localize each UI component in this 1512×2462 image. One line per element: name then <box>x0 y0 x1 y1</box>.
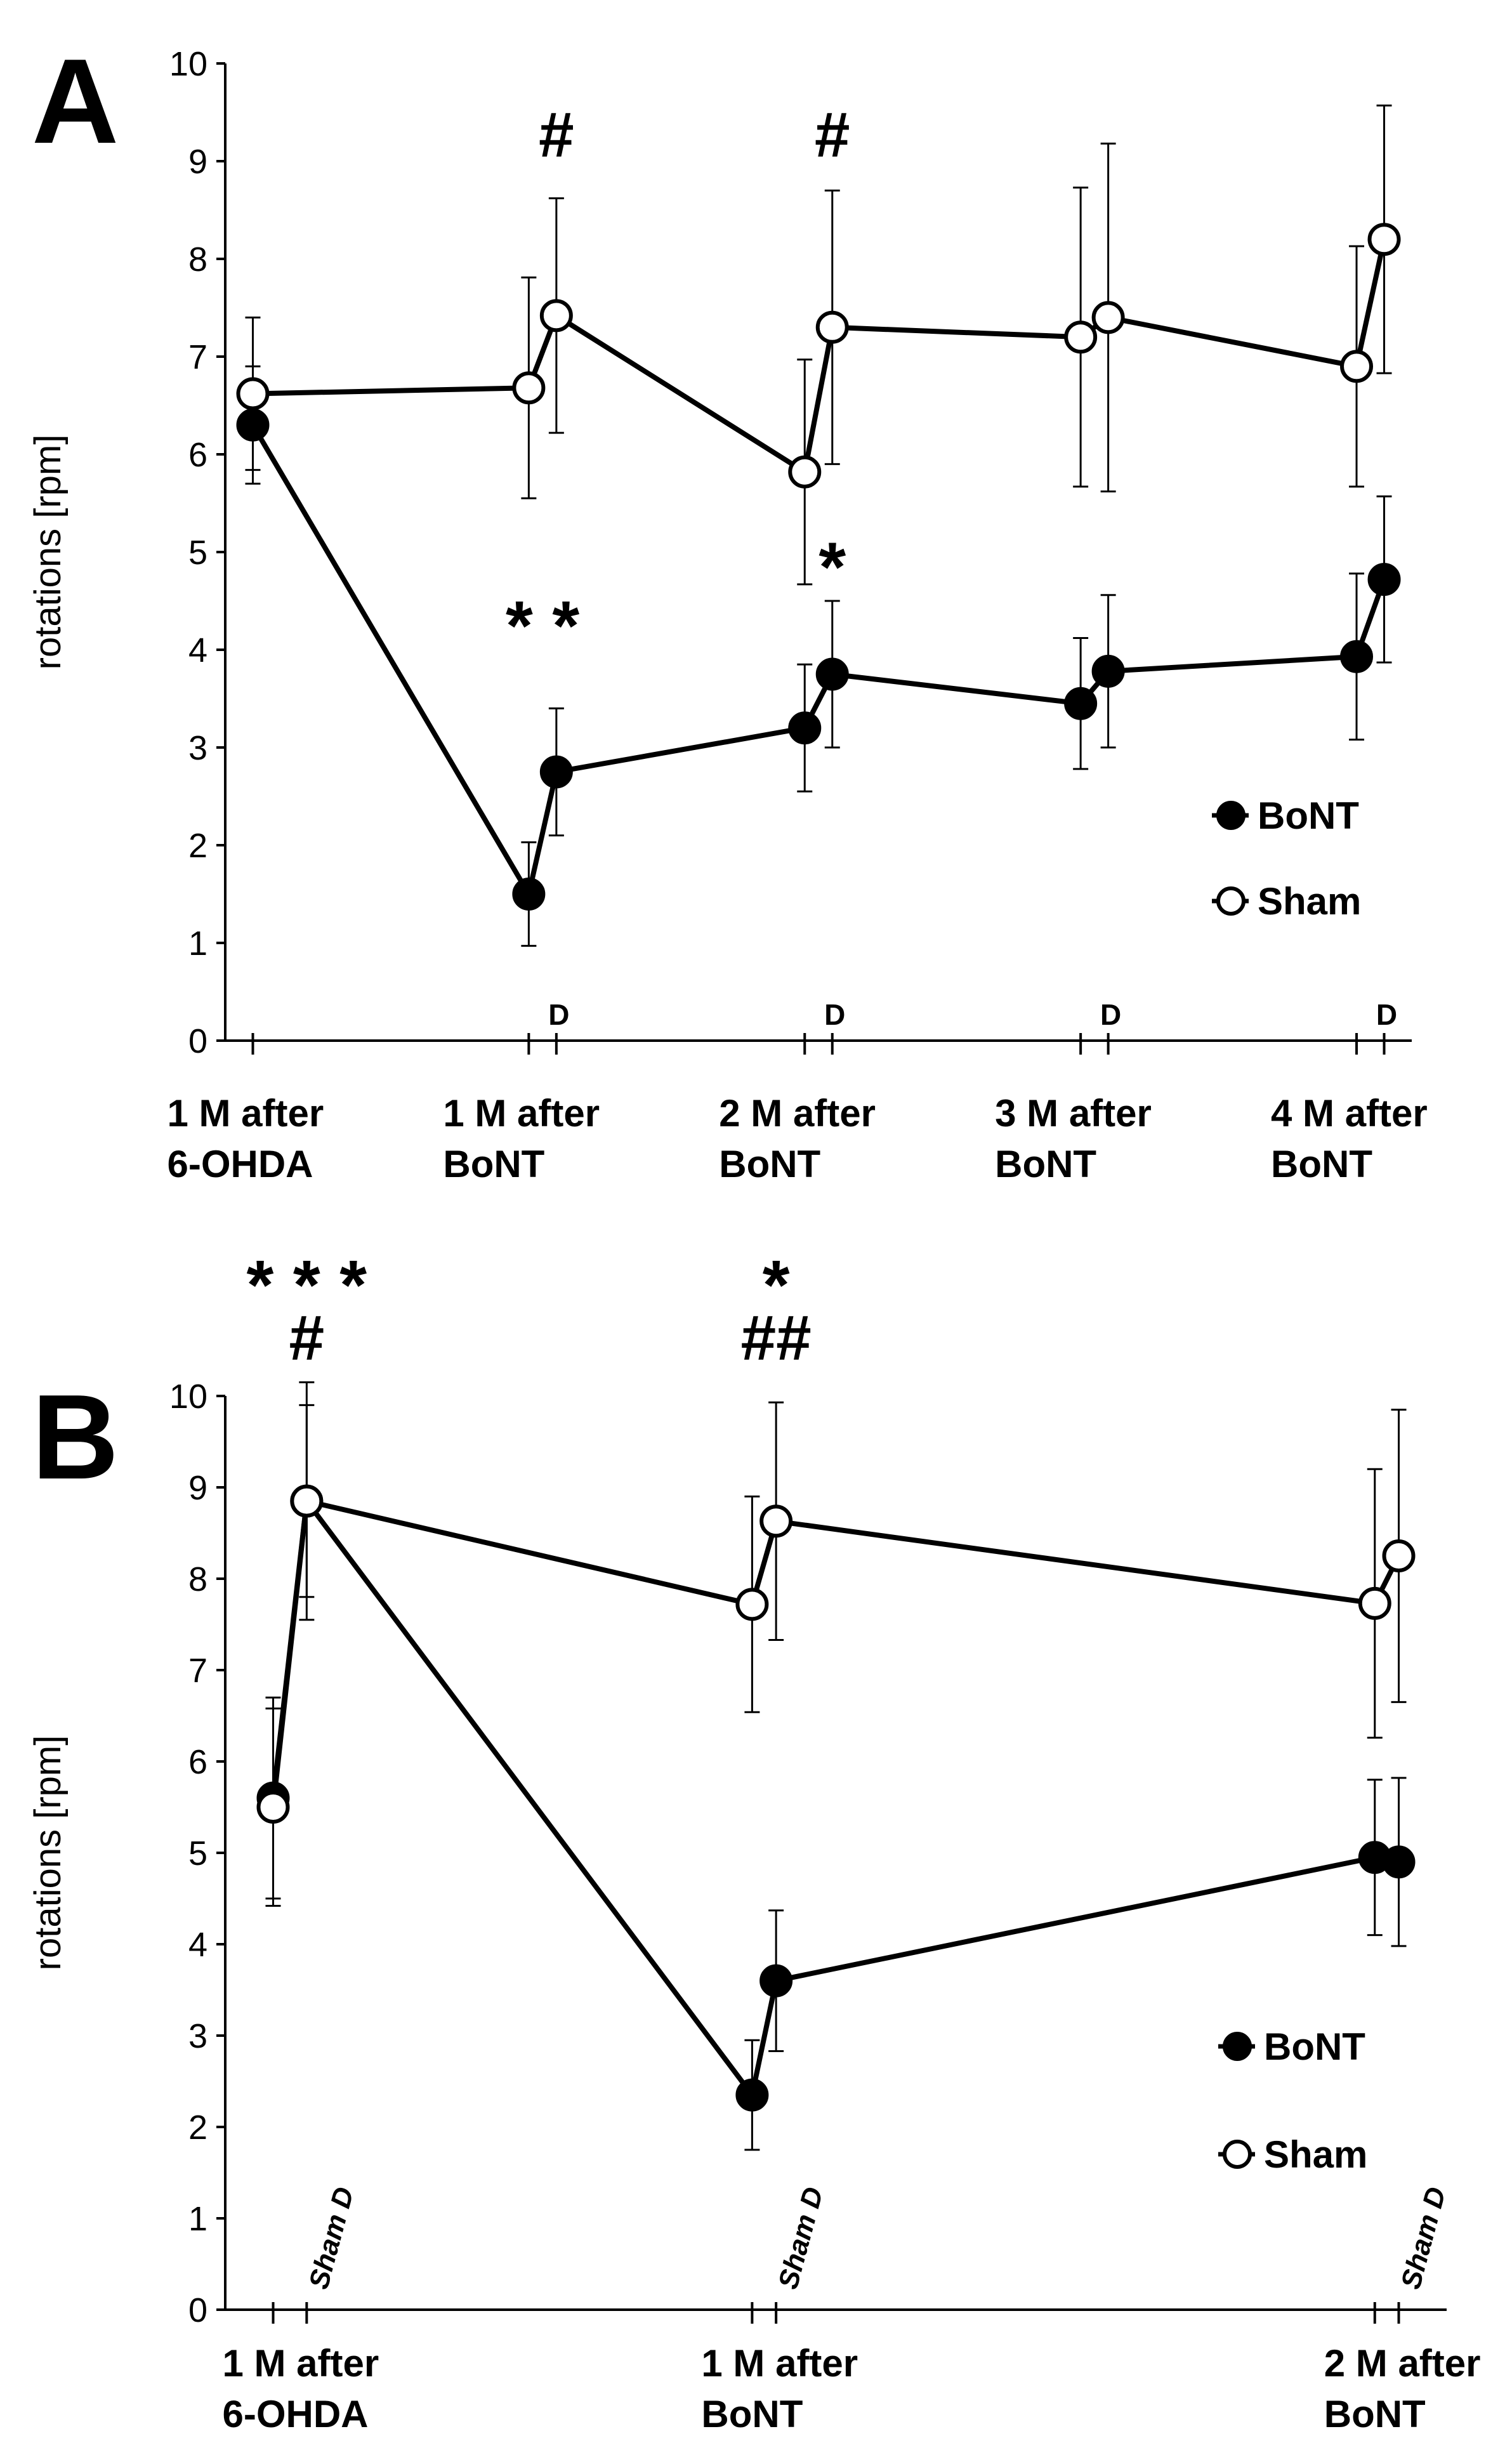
x-category-label: BoNT <box>701 2393 803 2435</box>
series-line-sham <box>270 1498 1402 1808</box>
y-tick-label: 8 <box>188 240 207 279</box>
data-point-bont <box>512 878 546 911</box>
x-category-label: 6-OHDA <box>167 1143 313 1185</box>
legend-marker-bont <box>1216 801 1246 830</box>
data-point-sham <box>1064 320 1098 354</box>
legend-marker-bont <box>1223 2032 1252 2061</box>
y-axis-label: rotations [rpm] <box>27 1735 69 1971</box>
y-tick-label: 7 <box>188 1652 207 1690</box>
significance-mark: * * * <box>247 1246 367 1324</box>
y-tick-label: 10 <box>169 1378 207 1416</box>
y-tick-label: 5 <box>188 1834 207 1873</box>
series-line-bont <box>270 1498 1400 2098</box>
legend-label-sham: Sham <box>1258 880 1361 923</box>
data-point-bont <box>1382 1845 1416 1879</box>
legend-label-bont: BoNT <box>1258 794 1359 837</box>
x-category-label: 1 M after <box>167 1092 324 1135</box>
data-point-sham <box>539 299 573 332</box>
sham-d-marker-label: Sham D <box>303 2184 360 2293</box>
significance-mark: * <box>763 1246 790 1324</box>
legend-label-bont: BoNT <box>1264 2025 1365 2068</box>
data-point-sham <box>256 1791 290 1824</box>
significance-mark: # <box>539 99 574 170</box>
data-point-bont <box>1064 687 1098 720</box>
chart-panel-a: A 0 1 2 3 4 5 6 7 8 9 10 rotations [rpm] 1 M after 6-O… <box>27 34 1428 1185</box>
data-point-sham <box>735 1588 769 1621</box>
chart-panel-b: B 0 1 2 3 4 5 6 7 8 9 10 rotations [rpm] 1 M after 6-O… <box>27 1246 1481 2435</box>
panel-label: A <box>32 34 119 169</box>
x-category-label: 6-OHDA <box>222 2393 368 2435</box>
data-point-bont <box>1340 640 1374 673</box>
x-category-label: 2 M after <box>1324 2342 1481 2385</box>
y-tick-label: 3 <box>188 2017 207 2055</box>
d-marker-label: D <box>1100 998 1121 1031</box>
x-category-label: 3 M after <box>995 1092 1152 1135</box>
y-tick-label: 8 <box>188 1560 207 1598</box>
data-point-bont <box>236 408 270 442</box>
y-tick-label: 1 <box>188 925 207 963</box>
data-point-sham <box>290 1484 324 1518</box>
data-point-bont <box>759 1964 793 1998</box>
sham-d-marker-label: Sham D <box>1395 2184 1452 2293</box>
significance-mark: ## <box>741 1302 812 1373</box>
x-category-label: 2 M after <box>719 1092 876 1135</box>
y-tick-label: 10 <box>169 45 207 83</box>
data-point-sham <box>1340 350 1374 383</box>
d-marker-label: D <box>548 998 569 1031</box>
y-tick-label: 2 <box>188 2109 207 2147</box>
data-point-sham <box>1358 1586 1391 1620</box>
data-point-sham <box>815 310 849 344</box>
data-point-sham <box>759 1504 793 1538</box>
data-point-bont <box>1367 563 1401 596</box>
series-line-sham <box>253 239 1387 475</box>
data-point-sham <box>1091 301 1125 334</box>
y-tick-label: 3 <box>188 729 207 767</box>
series-line-bont <box>251 423 1387 897</box>
data-point-bont <box>815 657 849 691</box>
data-point-bont <box>788 711 822 745</box>
y-tick-label: 1 <box>188 2200 207 2238</box>
data-point-sham <box>1382 1539 1416 1572</box>
y-tick-label: 0 <box>188 2291 207 2329</box>
panel-label: B <box>32 1370 119 1504</box>
y-tick-label: 9 <box>188 1469 207 1507</box>
y-tick-label: 6 <box>188 1743 207 1781</box>
y-tick-label: 7 <box>188 338 207 376</box>
y-tick-label: 4 <box>188 1926 207 1964</box>
y-tick-label: 9 <box>188 143 207 181</box>
y-tick-label: 2 <box>188 827 207 865</box>
significance-mark: * <box>818 529 846 607</box>
sham-d-marker-label: Sham D <box>772 2184 829 2293</box>
x-category-label: 1 M after <box>701 2342 858 2385</box>
x-category-label: BoNT <box>995 1143 1096 1185</box>
legend-label-sham: Sham <box>1264 2133 1367 2176</box>
x-category-label: 4 M after <box>1271 1092 1428 1135</box>
x-category-label: 1 M after <box>443 1092 600 1135</box>
y-tick-label: 6 <box>188 436 207 474</box>
y-axis-label: rotations [rpm] <box>27 435 69 670</box>
legend-marker-sham <box>1223 2140 1252 2169</box>
data-point-sham <box>1367 223 1401 256</box>
y-tick-label: 0 <box>188 1022 207 1060</box>
x-category-label: BoNT <box>443 1143 544 1185</box>
data-point-sham <box>788 455 822 489</box>
significance-mark: * * <box>506 587 579 665</box>
significance-mark: # <box>815 99 850 170</box>
data-point-bont <box>735 2078 769 2112</box>
y-tick-label: 4 <box>188 631 207 669</box>
x-category-label: BoNT <box>719 1143 820 1185</box>
y-tick-label: 5 <box>188 534 207 572</box>
data-point-sham <box>512 371 546 405</box>
d-marker-label: D <box>1376 998 1397 1031</box>
data-point-bont <box>1091 654 1125 688</box>
significance-mark: # <box>289 1302 325 1373</box>
x-category-label: BoNT <box>1324 2393 1426 2435</box>
x-category-label: BoNT <box>1271 1143 1372 1185</box>
x-category-label: 1 M after <box>222 2342 379 2385</box>
d-marker-label: D <box>824 998 845 1031</box>
data-point-sham <box>236 377 270 411</box>
legend-marker-sham <box>1216 886 1246 916</box>
data-point-bont <box>539 755 573 789</box>
